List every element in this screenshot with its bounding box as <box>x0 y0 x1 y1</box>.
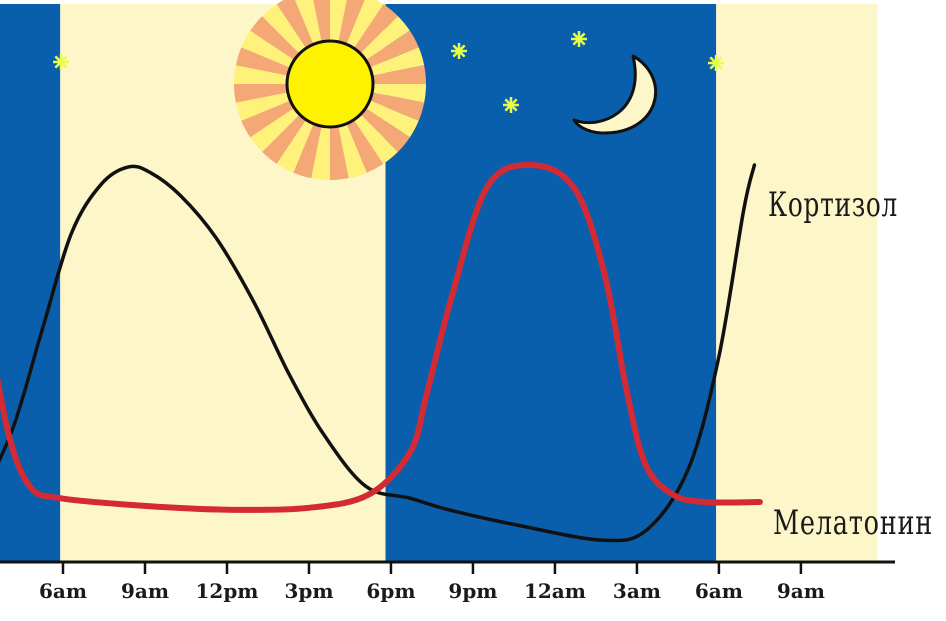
sun-icon <box>234 0 426 180</box>
x-tick-label: 6am <box>39 579 87 603</box>
x-axis-ticks: 6am 9am 12pm 3pm 6pm 9pm 12am 3am 6am 9am <box>39 562 825 603</box>
day-night-bands <box>0 4 878 561</box>
x-tick-label: 12pm <box>195 579 258 603</box>
stars <box>53 31 724 113</box>
melatonin-label: Мелатонин <box>773 503 933 543</box>
star-icon <box>503 97 519 113</box>
x-tick-label: 6pm <box>366 579 415 603</box>
cortisol-line <box>0 163 757 543</box>
crescent-moon-icon <box>572 54 658 135</box>
x-tick-label: 12am <box>524 579 586 603</box>
melatonin-line <box>0 162 763 513</box>
x-tick-label: 3am <box>613 579 661 603</box>
x-tick-label: 6am <box>695 579 743 603</box>
night-band-2 <box>385 4 717 561</box>
day-band-3 <box>716 4 878 561</box>
x-tick-label: 9am <box>121 579 169 603</box>
x-tick-label: 9pm <box>448 579 497 603</box>
cortisol-label: Кортизол <box>768 185 898 225</box>
star-icon <box>53 54 69 70</box>
star-icon <box>708 55 724 71</box>
x-tick-label: 3pm <box>284 579 333 603</box>
star-icon <box>571 31 587 47</box>
star-icon <box>451 43 467 59</box>
night-band-0 <box>0 4 61 561</box>
x-tick-label: 9am <box>777 579 825 603</box>
